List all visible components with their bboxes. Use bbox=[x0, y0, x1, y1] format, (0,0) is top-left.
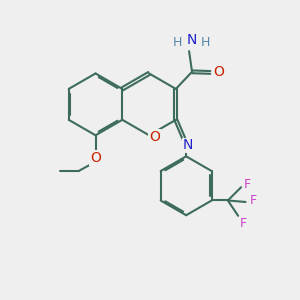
Text: O: O bbox=[149, 130, 160, 144]
Text: F: F bbox=[249, 194, 256, 207]
Text: F: F bbox=[240, 217, 247, 230]
Text: H: H bbox=[173, 37, 183, 50]
Text: F: F bbox=[244, 178, 251, 191]
Text: N: N bbox=[187, 33, 197, 47]
Text: O: O bbox=[214, 65, 225, 80]
Text: O: O bbox=[90, 151, 101, 165]
Text: N: N bbox=[183, 138, 193, 152]
Text: H: H bbox=[201, 37, 210, 50]
